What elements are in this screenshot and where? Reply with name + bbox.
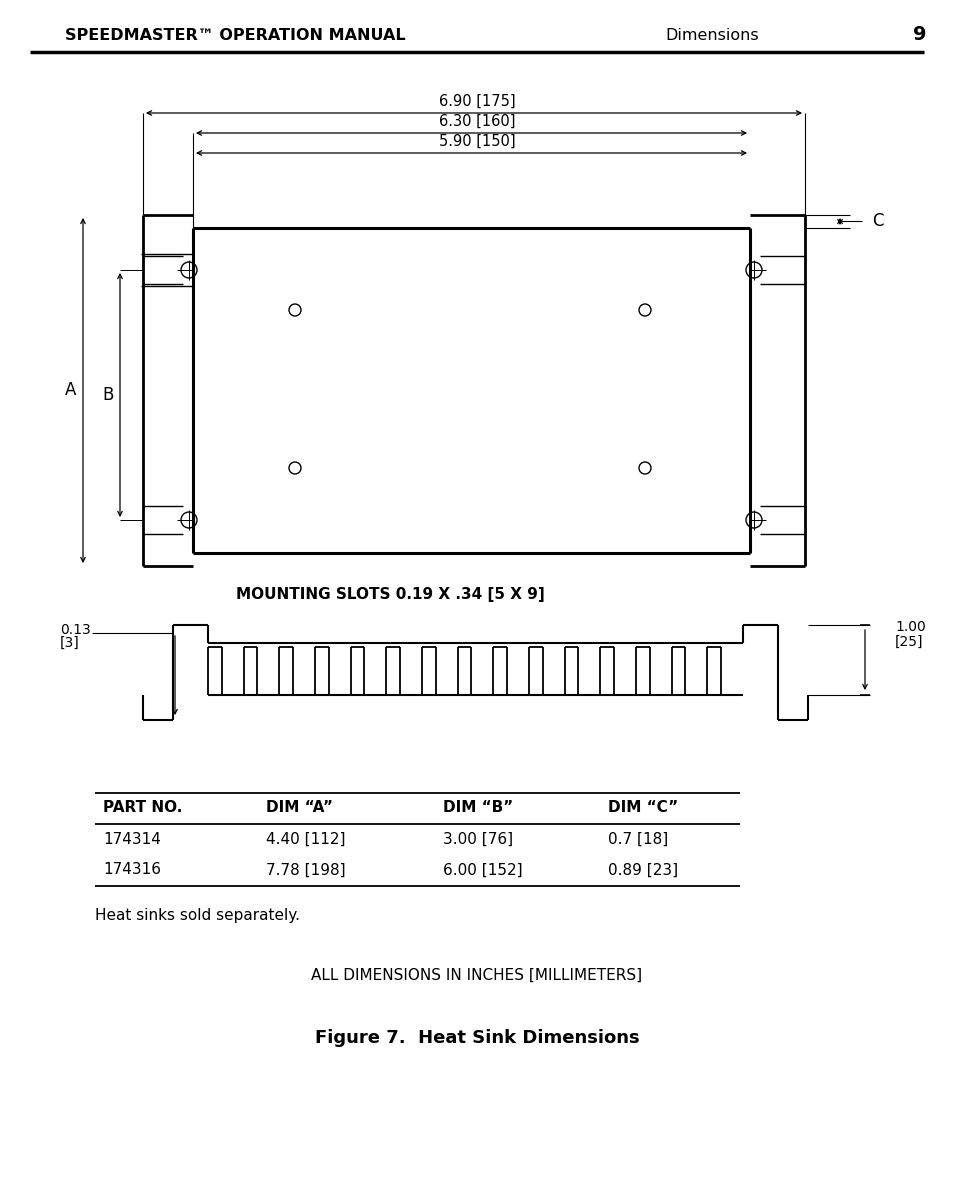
Text: ALL DIMENSIONS IN INCHES [MILLIMETERS]: ALL DIMENSIONS IN INCHES [MILLIMETERS] bbox=[311, 968, 642, 982]
Text: B: B bbox=[102, 386, 113, 404]
Text: 5.90 [150]: 5.90 [150] bbox=[438, 133, 515, 149]
Text: 6.30 [160]: 6.30 [160] bbox=[438, 113, 515, 129]
Text: 6.00 [152]: 6.00 [152] bbox=[442, 863, 522, 877]
Text: A: A bbox=[65, 381, 76, 399]
Text: 3.00 [76]: 3.00 [76] bbox=[442, 831, 513, 847]
Text: Dimensions: Dimensions bbox=[664, 27, 758, 42]
Text: 6.90 [175]: 6.90 [175] bbox=[438, 93, 515, 108]
Text: 174316: 174316 bbox=[103, 863, 161, 877]
Text: C: C bbox=[871, 212, 882, 230]
Text: Figure 7.  Heat Sink Dimensions: Figure 7. Heat Sink Dimensions bbox=[314, 1029, 639, 1047]
Text: [3]: [3] bbox=[60, 635, 80, 650]
Text: 9: 9 bbox=[912, 26, 925, 45]
Text: PART NO.: PART NO. bbox=[103, 801, 182, 816]
Text: 0.7 [18]: 0.7 [18] bbox=[607, 831, 667, 847]
Text: [25]: [25] bbox=[894, 635, 923, 648]
Text: 7.78 [198]: 7.78 [198] bbox=[266, 863, 345, 877]
Text: Heat sinks sold separately.: Heat sinks sold separately. bbox=[95, 908, 299, 923]
Text: 1.00: 1.00 bbox=[894, 620, 924, 634]
Text: 0.89 [23]: 0.89 [23] bbox=[607, 863, 678, 877]
Text: MOUNTING SLOTS 0.19 X .34 [5 X 9]: MOUNTING SLOTS 0.19 X .34 [5 X 9] bbox=[235, 586, 544, 601]
Text: DIM “B”: DIM “B” bbox=[442, 801, 513, 816]
Text: 4.40 [112]: 4.40 [112] bbox=[266, 831, 345, 847]
Text: DIM “A”: DIM “A” bbox=[266, 801, 333, 816]
Text: SPEEDMASTER™ OPERATION MANUAL: SPEEDMASTER™ OPERATION MANUAL bbox=[65, 27, 405, 42]
Text: DIM “C”: DIM “C” bbox=[607, 801, 678, 816]
Text: 174314: 174314 bbox=[103, 831, 161, 847]
Text: 0.13: 0.13 bbox=[60, 623, 91, 637]
